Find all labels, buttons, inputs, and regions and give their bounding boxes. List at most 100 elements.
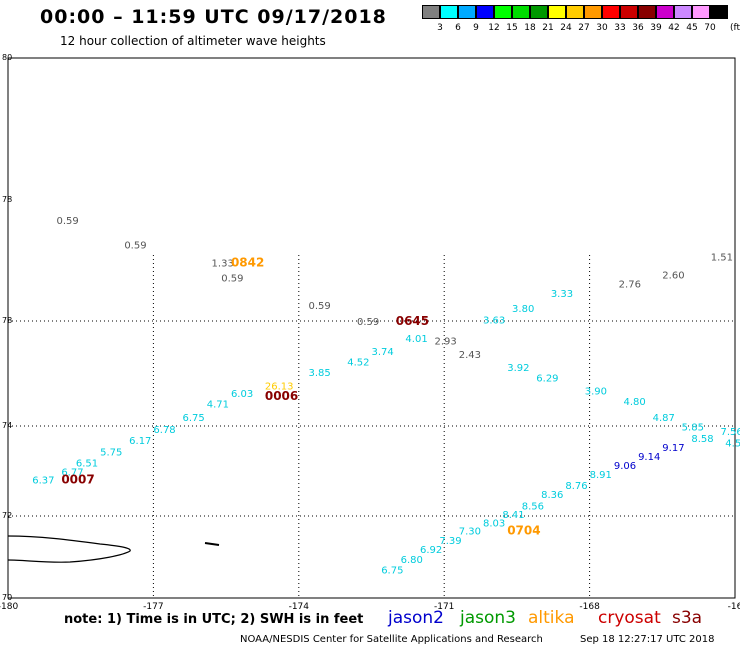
wave-height-value: 2.60 [662,271,684,282]
wave-height-value: 7.56 [720,427,740,438]
islet [204,542,220,546]
wave-height-value: 9.06 [614,461,636,472]
wave-height-value: 6.37 [32,476,54,487]
legend-label: 12 [488,23,500,33]
legend-swatch [440,5,458,19]
legend-swatch [422,5,440,19]
legend-label: 70 [704,23,716,33]
legend-label: 45 [686,23,698,33]
lon-label: -174 [289,602,310,612]
lon-label: -16 [728,602,740,612]
wave-height-value: 0.59 [221,274,243,285]
map-subtitle: 12 hour collection of altimeter wave hei… [60,34,326,48]
wave-height-value: 5.85 [682,423,704,434]
wave-height-value: 6.51 [76,459,98,470]
wave-height-value: 8.36 [541,490,563,501]
legend-label: 36 [632,23,644,33]
legend-swatch [458,5,476,19]
wave-height-value: 6.80 [401,555,423,566]
wave-height-value: 3.74 [372,347,394,358]
legend-unit: (ft) [730,23,740,33]
wave-height-value: 2.76 [619,280,641,291]
legend-swatch [512,5,530,19]
wave-height-value: 0.59 [357,317,379,328]
satellite-name-altika: altika [528,608,575,628]
legend-label: 9 [473,23,479,33]
coastline [7,535,131,563]
legend-swatch [530,5,548,19]
lat-label: 74 [2,421,12,430]
wave-height-value: 4.80 [624,397,646,408]
lon-label: -177 [143,602,163,612]
wave-height-value: 5.75 [100,447,122,458]
legend-swatch [674,5,692,19]
wave-height-value: 1.33 [212,259,234,270]
wave-height-value: 3.92 [507,363,529,374]
wave-height-value: 6.75 [182,413,204,424]
wave-height-value: 8.76 [565,481,587,492]
map-title: 00:00 – 11:59 UTC 09/17/2018 [40,6,387,28]
pass-time-label: 0645 [396,314,429,328]
legend-label: 18 [524,23,536,33]
legend-label: 42 [668,23,680,33]
wave-height-value: 7.30 [459,526,481,537]
legend-label: 3 [437,23,443,33]
legend-label: 39 [650,23,662,33]
wave-height-value: 9.14 [638,452,660,463]
wave-height-value: 6.92 [420,545,442,556]
wave-height-value: 1.51 [711,253,733,264]
legend-swatch [566,5,584,19]
wave-height-value: 6.17 [129,436,151,447]
wave-height-value: 3.90 [585,387,607,398]
note-text: note: 1) Time is in UTC; 2) SWH is in fe… [64,612,364,627]
wave-height-value: 4.87 [653,413,675,424]
lon-label: -171 [434,602,454,612]
legend-swatch [602,5,620,19]
wave-height-value: 0.59 [308,301,330,312]
wave-height-value: 8.03 [483,518,505,529]
wave-height-value: 0.59 [124,240,146,251]
wave-height-value: 3.63 [483,316,505,327]
lat-label: 78 [2,195,12,204]
map-frame [7,57,736,599]
lat-label: 80 [2,53,12,62]
lat-label: 78 [2,316,12,325]
wave-height-value: 8.56 [522,501,544,512]
lon-label: -180 [0,602,18,612]
legend-label: 30 [596,23,608,33]
satellite-name-cryosat: cryosat [598,608,661,628]
wave-height-value: 8.41 [502,510,524,521]
lat-label: 72 [2,511,12,520]
legend-swatch [638,5,656,19]
pass-time-label: 0842 [231,256,264,270]
legend-swatch [476,5,494,19]
wave-height-value: 6.29 [536,373,558,384]
legend-swatch [710,5,728,19]
legend-swatch [620,5,638,19]
wave-height-value: 4.01 [405,334,427,345]
wave-height-value: 7.39 [439,536,461,547]
wave-height-value: 6.75 [381,565,403,576]
wave-height-value: 9.17 [662,443,684,454]
credit-text: NOAA/NESDIS Center for Satellite Applica… [240,634,543,645]
legend-swatch [584,5,602,19]
wave-height-value: 6.78 [153,425,175,436]
legend-label: 33 [614,23,626,33]
wave-height-value: 4.52 [347,358,369,369]
legend-swatch [656,5,674,19]
wave-height-value: 6.03 [231,389,253,400]
wave-height-value: 4.71 [207,400,229,411]
legend-label: 6 [455,23,461,33]
wave-height-value: 4.57 [725,438,740,449]
pass-time-label: 0704 [507,523,540,537]
satellite-name-jason3: jason3 [460,608,516,628]
wave-height-value: 26.13 [265,381,294,392]
wave-height-value: 6.77 [61,468,83,479]
pass-time-label: 0007 [61,473,94,487]
legend-swatch [692,5,710,19]
wave-height-value: 0.59 [56,216,78,227]
wave-height-value: 8.91 [590,470,612,481]
lon-label: -168 [579,602,600,612]
legend-swatch [494,5,512,19]
wave-height-value: 3.33 [551,289,573,300]
